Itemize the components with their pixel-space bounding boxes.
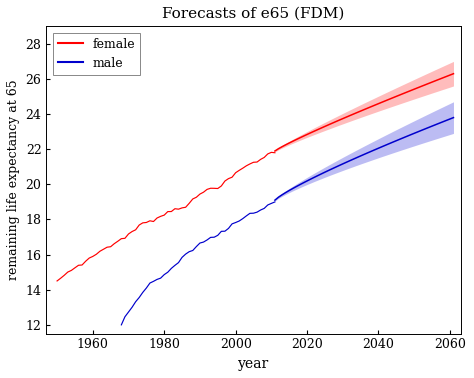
Legend: female, male: female, male	[53, 33, 140, 75]
Y-axis label: remaining life expectancy at 65: remaining life expectancy at 65	[7, 80, 20, 280]
Title: Forecasts of e65 (FDM): Forecasts of e65 (FDM)	[162, 7, 345, 21]
X-axis label: year: year	[238, 357, 269, 371]
